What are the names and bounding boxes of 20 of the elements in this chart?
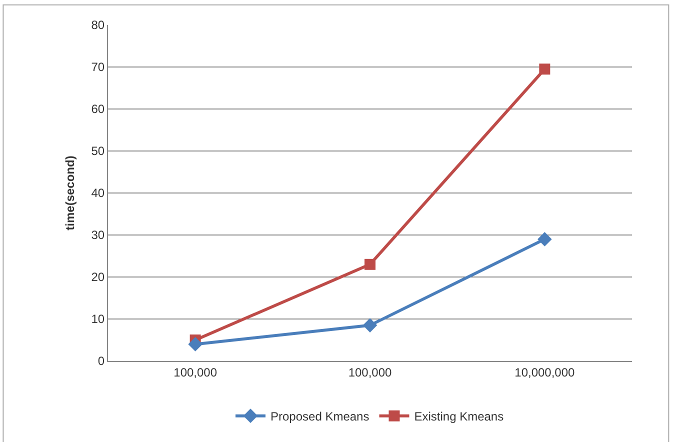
y-tick-label: 80 (91, 18, 105, 32)
x-tick-label: 100,000 (174, 365, 218, 380)
y-tick-label: 10 (91, 312, 105, 326)
legend-label: Proposed Kmeans (270, 410, 370, 424)
x-tick-label: 10,000,000 (514, 365, 576, 380)
point (538, 232, 552, 246)
x-tick-label: 100,000 (348, 365, 392, 380)
y-tick-label: 40 (91, 186, 105, 200)
y-axis-title: time(second) (63, 156, 77, 230)
legend-label: Existing Kmeans (414, 410, 504, 424)
y-tick-label: 20 (91, 270, 105, 284)
y-tick-label: 50 (91, 144, 105, 158)
point (364, 258, 376, 270)
point (188, 337, 202, 352)
y-tick-label: 60 (91, 102, 105, 116)
y-tick-label: 0 (98, 354, 105, 368)
point (362, 318, 378, 332)
point (539, 64, 550, 75)
y-tick-label: 70 (91, 60, 105, 74)
y-tick-label: 30 (91, 228, 105, 242)
